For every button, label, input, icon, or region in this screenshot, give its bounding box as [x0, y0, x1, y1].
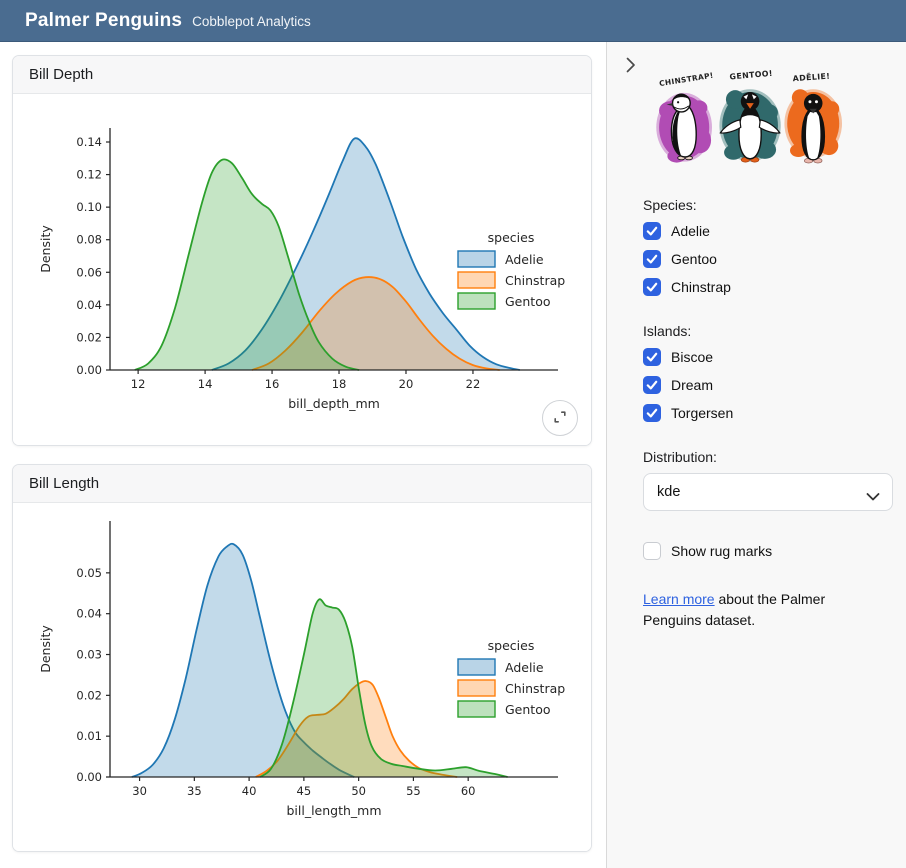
penguin-artwork: CHINSTRAP! — [653, 66, 892, 175]
checkbox-label: Dream — [671, 377, 714, 393]
app-title: Palmer Penguins — [25, 9, 183, 31]
svg-text:12: 12 — [131, 377, 146, 391]
distribution-select[interactable]: kde — [643, 473, 893, 511]
svg-text:bill_length_mm: bill_length_mm — [286, 803, 381, 818]
card-title: Bill Depth — [13, 56, 591, 94]
svg-text:Adelie: Adelie — [505, 660, 544, 675]
expand-icon — [552, 409, 568, 428]
svg-text:14: 14 — [198, 377, 213, 391]
expand-fullscreen-button[interactable] — [542, 400, 578, 436]
species-option-chinstrap[interactable]: Chinstrap — [643, 273, 892, 301]
svg-text:Gentoo: Gentoo — [505, 294, 551, 309]
svg-text:Density: Density — [38, 225, 53, 273]
species-option-gentoo[interactable]: Gentoo — [643, 245, 892, 273]
svg-text:45: 45 — [297, 784, 312, 798]
svg-text:CHINSTRAP!: CHINSTRAP! — [659, 71, 715, 88]
show-rug-marks-option[interactable]: Show rug marks — [643, 537, 892, 565]
rug-marks-checkbox[interactable] — [643, 542, 661, 560]
adelie-penguin-illustration: ADĒLIE! — [784, 71, 842, 164]
check-icon — [646, 254, 658, 264]
svg-text:GENTOO!: GENTOO! — [729, 69, 773, 82]
island-option-torgersen[interactable]: Torgersen — [643, 399, 892, 427]
sidebar-collapse-toggle[interactable] — [620, 54, 642, 76]
svg-text:60: 60 — [461, 784, 476, 798]
island-option-biscoe[interactable]: Biscoe — [643, 343, 892, 371]
bill-depth-card: Bill Depth 12 14 16 18 20 22 0.00 0.02 0.04 0.06 0… — [12, 55, 592, 446]
chinstrap-penguin-illustration: CHINSTRAP! — [656, 71, 714, 163]
species-section-label: Species: — [643, 197, 697, 213]
svg-text:0.01: 0.01 — [76, 729, 102, 743]
main-content: Bill Depth 12 14 16 18 20 22 0.00 0.02 0.04 0.06 0… — [0, 42, 606, 868]
svg-text:Density: Density — [38, 625, 53, 673]
check-icon — [646, 226, 658, 236]
svg-text:55: 55 — [406, 784, 421, 798]
svg-text:Chinstrap: Chinstrap — [505, 273, 565, 288]
checkbox-label: Chinstrap — [671, 279, 731, 295]
svg-text:0.04: 0.04 — [76, 607, 102, 621]
svg-text:50: 50 — [351, 784, 366, 798]
dream-checkbox[interactable] — [643, 376, 661, 394]
svg-text:0.02: 0.02 — [76, 688, 102, 702]
checkbox-label: Show rug marks — [671, 543, 773, 559]
distribution-section-label: Distribution: — [643, 449, 717, 465]
svg-text:Gentoo: Gentoo — [505, 702, 551, 717]
svg-text:35: 35 — [187, 784, 202, 798]
bill-length-chart: 30 35 40 45 50 55 60 0.00 0.01 0.02 0.03 0.04 0.05 bi… — [38, 521, 565, 818]
svg-text:0.05: 0.05 — [76, 566, 102, 580]
bill-length-card: Bill Length 30 35 40 45 50 55 60 0.00 0.01 0.02 0.… — [12, 464, 592, 852]
adelie-checkbox[interactable] — [643, 222, 661, 240]
check-icon — [646, 352, 658, 362]
app-subtitle: Cobblepot Analytics — [192, 14, 311, 29]
gentoo-penguin-illustration: GENTOO! — [719, 69, 781, 163]
svg-text:0.12: 0.12 — [76, 168, 102, 182]
check-icon — [646, 282, 658, 292]
svg-text:bill_depth_mm: bill_depth_mm — [288, 396, 380, 411]
chinstrap-checkbox[interactable] — [643, 278, 661, 296]
svg-text:0.10: 0.10 — [76, 200, 102, 214]
svg-text:18: 18 — [332, 377, 347, 391]
sidebar: CHINSTRAP! — [606, 42, 906, 868]
chevron-right-icon — [626, 57, 635, 73]
checkbox-label: Biscoe — [671, 349, 714, 365]
checkbox-label: Adelie — [671, 223, 710, 239]
svg-text:species: species — [488, 230, 535, 245]
bill-depth-chart: 12 14 16 18 20 22 0.00 0.02 0.04 0.06 0.08 0.10 0.12… — [38, 128, 565, 411]
checkbox-label: Gentoo — [671, 251, 717, 267]
svg-text:0.06: 0.06 — [76, 265, 102, 279]
svg-text:0.02: 0.02 — [76, 330, 102, 344]
svg-text:40: 40 — [242, 784, 257, 798]
learn-more-link[interactable]: Learn more — [643, 591, 715, 607]
biscoe-checkbox[interactable] — [643, 348, 661, 366]
checkbox-label: Torgersen — [671, 405, 734, 421]
check-icon — [646, 408, 658, 418]
card-title: Bill Length — [13, 465, 591, 503]
svg-text:30: 30 — [132, 784, 147, 798]
svg-text:Chinstrap: Chinstrap — [505, 681, 565, 696]
svg-text:0.00: 0.00 — [76, 363, 102, 377]
check-icon — [646, 380, 658, 390]
dataset-note: Learn more about the Palmer Penguins dat… — [643, 589, 843, 631]
gentoo-checkbox[interactable] — [643, 250, 661, 268]
app-header: Palmer Penguins Cobblepot Analytics — [0, 0, 906, 42]
svg-text:0.14: 0.14 — [76, 135, 102, 149]
svg-text:species: species — [488, 638, 535, 653]
svg-text:0.00: 0.00 — [76, 770, 102, 784]
svg-text:16: 16 — [265, 377, 280, 391]
torgersen-checkbox[interactable] — [643, 404, 661, 422]
svg-text:Adelie: Adelie — [505, 252, 544, 267]
svg-text:0.04: 0.04 — [76, 298, 102, 312]
islands-section-label: Islands: — [643, 323, 692, 339]
svg-text:ADĒLIE!: ADĒLIE! — [792, 71, 830, 84]
svg-text:0.08: 0.08 — [76, 233, 102, 247]
dataset-note-text: about the Palmer Penguins dataset. — [643, 591, 826, 628]
island-option-dream[interactable]: Dream — [643, 371, 892, 399]
svg-text:22: 22 — [466, 377, 481, 391]
svg-text:20: 20 — [399, 377, 414, 391]
species-option-adelie[interactable]: Adelie — [643, 217, 892, 245]
svg-text:0.03: 0.03 — [76, 648, 102, 662]
